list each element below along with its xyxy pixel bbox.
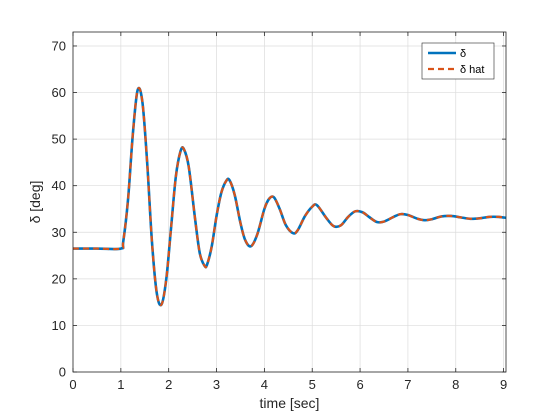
y-tick-label: 30 <box>52 225 66 240</box>
legend-entry-delta-hat: δ hat <box>460 64 484 76</box>
series-layer <box>73 86 507 307</box>
x-tick-label: 7 <box>404 377 411 392</box>
plot-frame <box>72 31 507 373</box>
y-tick-label: 60 <box>52 85 66 100</box>
y-tick-label: 0 <box>59 365 66 380</box>
x-tick-label: 6 <box>356 377 363 392</box>
axis-ticks: 0 1 2 3 4 5 6 7 8 9 0 10 20 30 40 50 60 70 <box>52 32 507 392</box>
x-tick-label: 8 <box>452 377 459 392</box>
x-axis-label: time [sec] <box>260 395 320 411</box>
series-delta-hat-line <box>73 86 507 307</box>
y-tick-label: 20 <box>52 271 66 286</box>
x-tick-label: 5 <box>309 377 316 392</box>
x-tick-label: 4 <box>261 377 268 392</box>
y-axis-label: δ [deg] <box>27 181 43 224</box>
y-tick-label: 50 <box>52 132 66 147</box>
legend-entry-delta: δ <box>460 48 466 60</box>
legend: δ δ hat <box>421 42 495 80</box>
legend-box <box>421 42 495 80</box>
x-tick-label: 3 <box>213 377 220 392</box>
y-tick-label: 40 <box>52 178 66 193</box>
plot-area <box>73 32 506 372</box>
y-tick-label: 10 <box>52 318 66 333</box>
x-tick-label: 2 <box>165 377 172 392</box>
x-tick-label: 1 <box>117 377 124 392</box>
x-tick-label: 0 <box>69 377 76 392</box>
y-tick-label: 70 <box>52 38 66 53</box>
x-tick-label: 9 <box>500 377 507 392</box>
